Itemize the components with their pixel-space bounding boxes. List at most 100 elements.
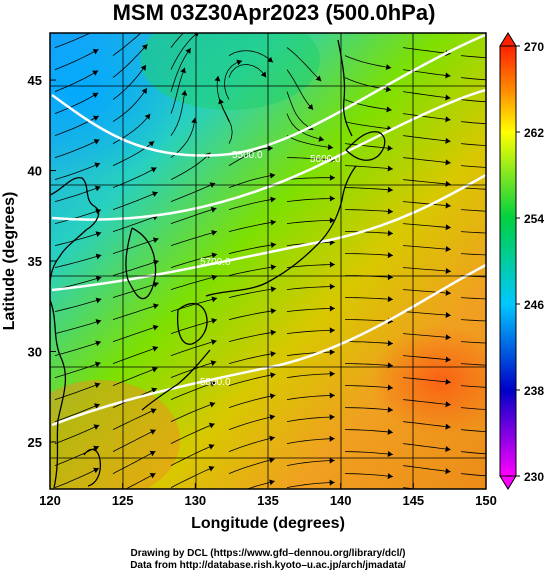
streamline <box>112 450 156 474</box>
streamline <box>460 297 486 300</box>
streamline-arrow <box>269 393 276 400</box>
streamline-arrow <box>445 334 451 341</box>
streamline-arrow <box>208 466 215 472</box>
wind-streamlines <box>54 16 486 489</box>
streamline-arrow <box>94 185 101 192</box>
streamline <box>170 207 217 224</box>
streamline <box>112 44 148 78</box>
streamline-arrow <box>95 253 102 260</box>
streamline-arrow <box>315 75 322 82</box>
streamline-arrow <box>387 473 393 480</box>
streamline-arrow <box>94 162 101 168</box>
streamline-arrow <box>92 70 99 76</box>
streamline <box>54 139 100 158</box>
streamline-arrow <box>95 275 102 282</box>
streamline <box>286 416 335 422</box>
streamline-arrow <box>385 64 392 71</box>
credit-data: Data from http://database.rish.kyoto–u.a… <box>130 560 406 571</box>
streamline <box>54 232 102 246</box>
coastlines <box>50 39 386 489</box>
streamline-arrow <box>267 56 273 63</box>
streamline <box>460 77 486 81</box>
streamline <box>112 113 151 144</box>
streamline-arrow <box>141 44 148 50</box>
streamline <box>344 209 393 213</box>
streamline <box>228 63 267 78</box>
colorbar-tick-label: 254 <box>524 212 544 226</box>
streamline-arrow <box>270 351 276 357</box>
streamline <box>286 198 335 202</box>
streamline-arrow <box>210 206 217 213</box>
streamline <box>170 275 218 290</box>
streamline <box>112 282 159 298</box>
streamline <box>460 451 486 455</box>
streamline <box>345 253 394 256</box>
streamline <box>112 367 158 386</box>
streamline <box>170 423 215 444</box>
streamline <box>402 223 451 228</box>
colorbar-tick-label: 238 <box>524 384 544 398</box>
streamline <box>112 408 157 430</box>
streamline-arrow <box>152 303 159 310</box>
streamline-arrow <box>387 145 393 152</box>
streamline-arrow <box>386 106 392 113</box>
streamline-arrow <box>95 340 101 347</box>
streamline <box>402 91 451 99</box>
streamline-arrow <box>201 16 207 21</box>
streamline <box>54 362 101 378</box>
streamline-arrow <box>92 49 99 55</box>
streamline <box>286 329 335 334</box>
streamline-arrow <box>269 457 275 464</box>
streamline <box>112 346 159 364</box>
streamline-arrow <box>211 296 218 303</box>
streamline <box>112 238 159 254</box>
streamline-arrow <box>149 473 156 479</box>
streamline-arrow <box>270 372 276 379</box>
streamline-arrow <box>329 305 335 312</box>
streamline <box>170 182 216 202</box>
streamline-arrow <box>445 312 451 319</box>
streamline-arrow <box>270 286 277 293</box>
streamline-arrow <box>181 90 188 96</box>
streamline-arrow <box>270 219 276 226</box>
streamline <box>402 377 451 383</box>
contour-label: 5500.0 <box>232 150 263 161</box>
coastline-hokkaido <box>345 131 386 161</box>
streamline-arrow <box>95 231 102 237</box>
y-tick-label: 35 <box>28 254 42 269</box>
streamline <box>460 407 486 410</box>
streamline-arrow <box>95 297 102 304</box>
streamline <box>170 33 198 70</box>
streamline <box>170 253 218 268</box>
streamline <box>170 67 186 114</box>
streamline-arrow <box>180 67 186 74</box>
streamline-arrow <box>209 401 216 408</box>
streamline <box>54 320 102 334</box>
streamline <box>54 92 99 114</box>
streamline <box>402 179 451 185</box>
streamline-arrow <box>329 457 335 464</box>
streamline-arrow <box>387 165 393 172</box>
coastline-honshu <box>205 165 357 297</box>
streamline <box>460 143 486 146</box>
streamline <box>170 117 196 158</box>
streamline <box>112 304 159 320</box>
colorbar-bottom-arrow <box>499 475 517 490</box>
streamline <box>54 341 102 356</box>
streamline-arrow <box>270 242 277 249</box>
streamline <box>402 355 451 361</box>
streamline <box>286 157 335 161</box>
streamline <box>54 254 102 268</box>
contour-label: 5800.0 <box>200 377 231 388</box>
streamline <box>402 267 451 272</box>
streamline <box>286 394 335 400</box>
streamline <box>402 333 451 338</box>
streamline <box>112 429 156 452</box>
streamline-arrow <box>93 424 100 430</box>
streamline <box>286 69 314 110</box>
coastline-kyushu <box>176 303 208 345</box>
streamline <box>402 421 451 428</box>
streamline-arrow <box>445 289 451 296</box>
streamline <box>460 473 486 477</box>
streamline <box>402 443 451 450</box>
